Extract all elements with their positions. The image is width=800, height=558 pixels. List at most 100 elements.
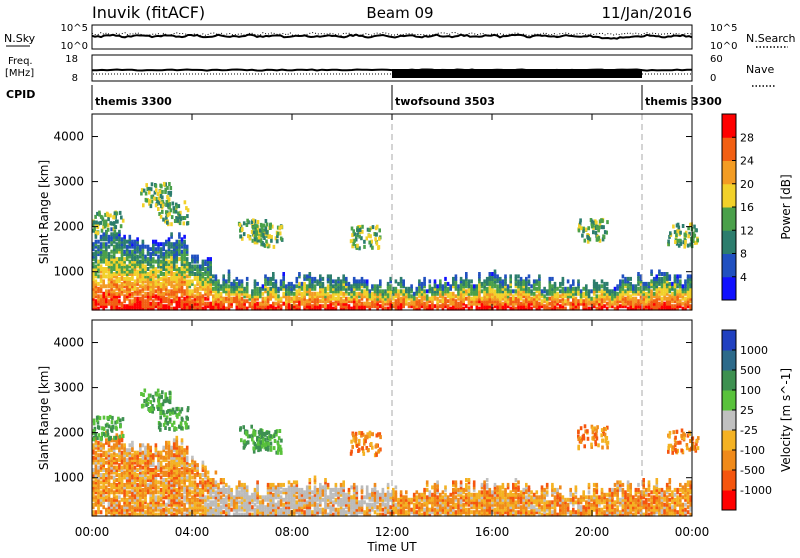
heatmap-cell	[431, 287, 434, 291]
heatmap-cell	[222, 274, 225, 278]
heatmap-cell	[196, 255, 199, 259]
heatmap-cell	[515, 274, 518, 278]
heatmap-cell	[100, 274, 103, 278]
heatmap-cell	[215, 471, 218, 475]
heatmap-cell	[155, 443, 158, 447]
heatmap-cell	[264, 227, 267, 231]
heatmap-cell	[191, 265, 194, 269]
colorbar-tick-label: 16	[740, 201, 754, 214]
heatmap-cell	[470, 284, 473, 288]
heatmap-cell	[186, 279, 189, 283]
heatmap-cell	[97, 231, 100, 235]
heatmap-cell	[102, 292, 105, 296]
y-tick-label: 2000	[53, 220, 84, 234]
heatmap-cell	[277, 500, 280, 504]
heatmap-cell	[129, 235, 132, 239]
heatmap-cell	[162, 478, 165, 482]
heatmap-cell	[311, 510, 314, 514]
heatmap-cell	[116, 292, 119, 296]
heatmap-cell	[520, 277, 523, 281]
heatmap-cell	[97, 294, 100, 298]
heatmap-cell	[528, 279, 531, 283]
heatmap-cell	[100, 242, 103, 246]
heatmap-cell	[645, 292, 648, 296]
cpid-mode-label: themis 3300	[645, 95, 722, 108]
heatmap-cell	[238, 505, 241, 509]
heatmap-cell	[254, 224, 257, 228]
heatmap-cell	[236, 277, 239, 281]
heatmap-cell	[228, 270, 231, 274]
heatmap-cell	[134, 240, 137, 244]
heatmap-cell	[267, 235, 270, 239]
heatmap-cell	[186, 214, 189, 218]
heatmap-cell	[136, 473, 139, 477]
heatmap-cell	[196, 463, 199, 467]
heatmap-cell	[694, 234, 697, 238]
heatmap-cell	[179, 217, 182, 221]
heatmap-cell	[103, 220, 106, 224]
heatmap-cell	[311, 495, 314, 499]
heatmap-cell	[144, 265, 147, 269]
heatmap-cell	[536, 279, 539, 283]
heatmap-cell	[256, 505, 259, 509]
heatmap-cell	[139, 458, 142, 462]
heatmap-cell	[502, 302, 505, 306]
heatmap-cell	[175, 210, 178, 214]
heatmap-cell	[194, 461, 197, 465]
heatmap-cell	[155, 294, 158, 298]
heatmap-cell	[632, 297, 635, 301]
heatmap-cell	[402, 289, 405, 293]
heatmap-cell	[303, 274, 306, 278]
heatmap-cell	[129, 250, 132, 254]
heatmap-cell	[176, 219, 179, 223]
heatmap-cell	[342, 292, 345, 296]
heatmap-cell	[269, 223, 272, 227]
heatmap-cell	[395, 287, 398, 291]
heatmap-cell	[397, 289, 400, 293]
heatmap-cell	[204, 466, 207, 470]
heatmap-cell	[282, 292, 285, 296]
heatmap-cell	[113, 289, 116, 293]
heatmap-cell	[241, 483, 244, 487]
noise-right-label: N.Search	[746, 32, 796, 45]
heatmap-cell	[162, 446, 165, 450]
heatmap-cell	[108, 245, 111, 249]
heatmap-cell	[170, 446, 173, 450]
heatmap-cell	[225, 297, 228, 301]
heatmap-cell	[658, 287, 661, 291]
heatmap-cell	[204, 495, 207, 499]
heatmap-cell	[345, 277, 348, 281]
heatmap-cell	[230, 508, 233, 512]
heatmap-cell	[504, 274, 507, 278]
colorbar-segment	[722, 277, 736, 301]
heatmap-cell	[173, 242, 176, 246]
heatmap-cell	[585, 284, 588, 288]
heatmap-cell	[455, 299, 458, 303]
heatmap-cell	[426, 289, 429, 293]
heatmap-cell	[238, 500, 241, 504]
heatmap-cell	[111, 222, 114, 226]
heatmap-cell	[549, 277, 552, 281]
heatmap-cell	[596, 225, 599, 229]
heatmap-cell	[170, 289, 173, 293]
heatmap-cell	[113, 272, 116, 276]
heatmap-cell	[118, 495, 121, 499]
heatmap-cell	[230, 297, 233, 301]
heatmap-cell	[243, 287, 246, 291]
heatmap-cell	[152, 265, 155, 269]
heatmap-cell	[684, 233, 687, 237]
heatmap-cell	[168, 260, 171, 264]
heatmap-cell	[556, 292, 559, 296]
heatmap-cell	[168, 182, 171, 186]
heatmap-cell	[204, 480, 207, 484]
heatmap-cell	[269, 287, 272, 291]
heatmap-cell	[199, 480, 202, 484]
heatmap-cell	[129, 443, 132, 447]
heatmap-cell	[181, 508, 184, 512]
heatmap-cell	[677, 239, 680, 243]
heatmap-cell	[110, 250, 113, 254]
heatmap-cell	[129, 490, 132, 494]
heatmap-cell	[160, 451, 163, 455]
heatmap-cell	[105, 461, 108, 465]
heatmap-cell	[183, 495, 186, 499]
